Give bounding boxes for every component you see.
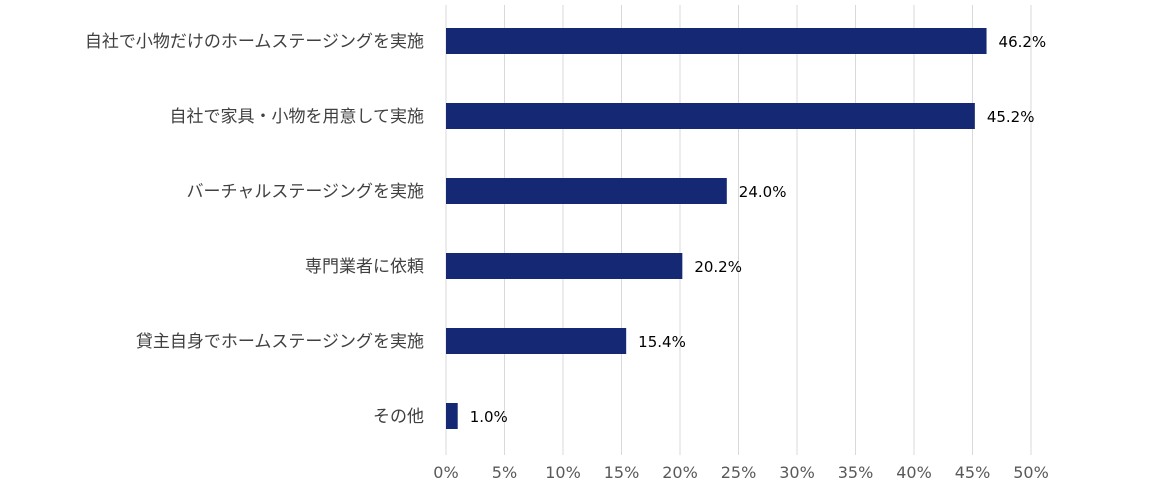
x-tick-label: 15% <box>604 463 640 482</box>
bar <box>446 253 683 279</box>
gridlines <box>445 5 1032 455</box>
x-tick-label: 50% <box>1013 463 1049 482</box>
bar <box>446 28 987 54</box>
x-tick-label: 10% <box>545 463 581 482</box>
data-labels: 46.2% 45.2% 24.0% 20.2% 15.4% 1.0% <box>470 33 1046 426</box>
bars <box>446 28 987 429</box>
category-labels: 自社で小物だけのホームステージングを実施自社で家具・小物を用意して実施バーチャル… <box>85 32 424 427</box>
x-tick-label: 30% <box>779 463 815 482</box>
data-label: 45.2% <box>987 108 1035 126</box>
category-label: バーチャルステージングを実施 <box>187 182 425 202</box>
bar <box>446 178 727 204</box>
category-label: 自社で小物だけのホームステージングを実施 <box>85 32 424 52</box>
data-label: 24.0% <box>739 183 787 201</box>
x-tick-label: 40% <box>896 463 932 482</box>
x-tick-label: 0% <box>433 463 458 482</box>
bar <box>446 328 627 354</box>
category-label: その他 <box>373 407 424 427</box>
data-label: 46.2% <box>999 33 1047 51</box>
data-label: 1.0% <box>470 408 508 426</box>
x-axis-tick-labels: 0% 5% 10% 15% 20% 25% 30% 35% 40% 45% 50% <box>433 463 1048 482</box>
bar <box>446 403 458 429</box>
data-label: 20.2% <box>694 258 742 276</box>
x-tick-label: 5% <box>492 463 517 482</box>
category-label: 専門業者に依頼 <box>305 257 424 277</box>
x-tick-label: 45% <box>955 463 991 482</box>
category-label: 貸主自身でホームステージングを実施 <box>136 332 424 352</box>
bar <box>446 103 975 129</box>
x-tick-label: 35% <box>838 463 874 482</box>
x-tick-label: 25% <box>721 463 757 482</box>
data-label: 15.4% <box>638 333 686 351</box>
x-tick-label: 20% <box>662 463 698 482</box>
category-label: 自社で家具・小物を用意して実施 <box>170 107 425 127</box>
